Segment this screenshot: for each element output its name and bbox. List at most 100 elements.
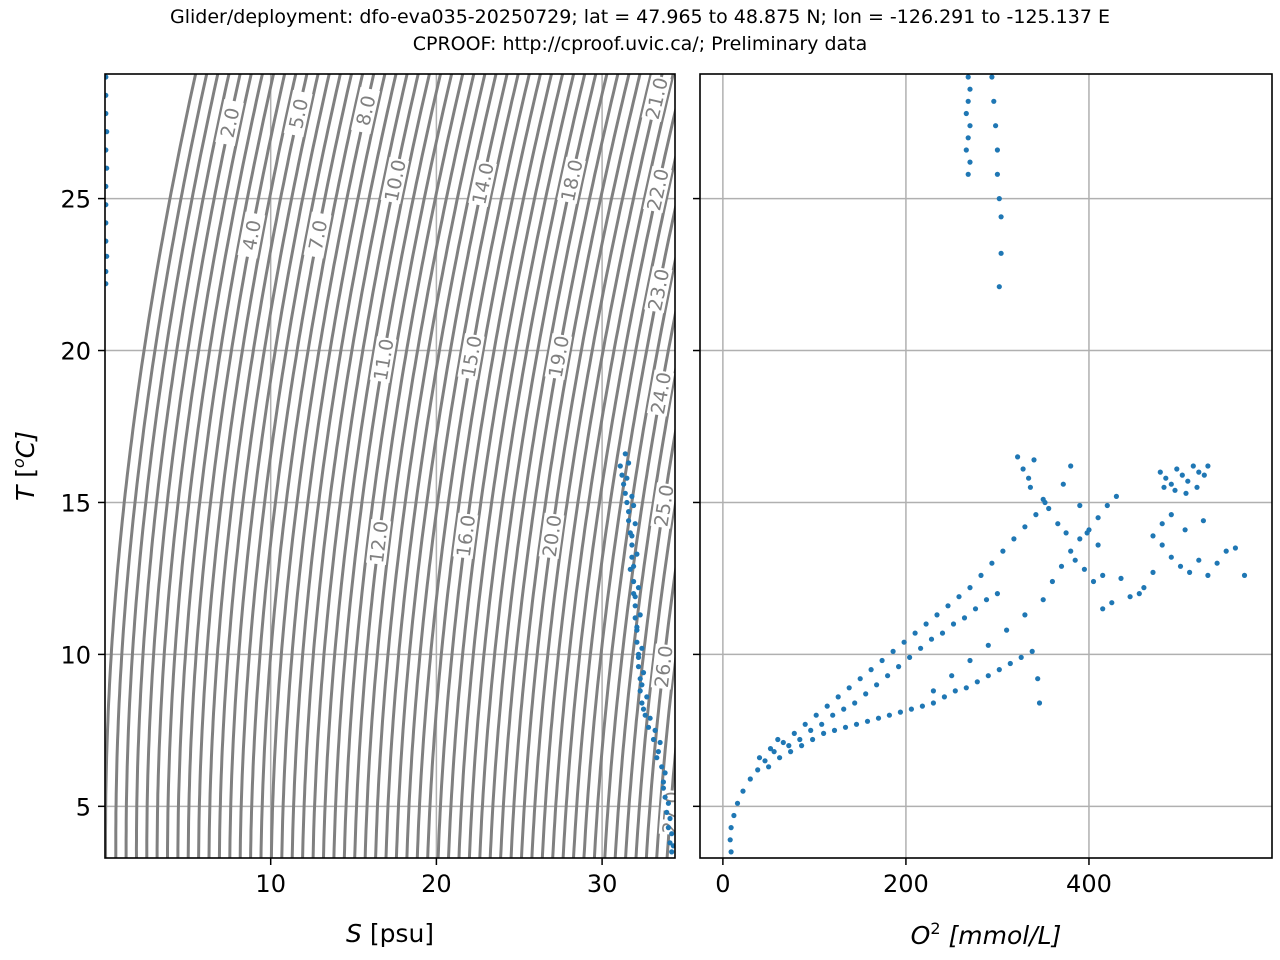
data-point [637,676,643,682]
data-point [1118,575,1124,582]
data-point [963,110,969,117]
data-point [1027,484,1033,490]
data-point [934,612,940,618]
contour-label: 18.0 [557,158,588,204]
data-point [985,673,991,679]
density-contour-line [457,74,576,858]
data-point [998,214,1004,220]
data-point [652,727,658,734]
data-point [1196,557,1202,563]
data-point [989,74,995,80]
data-point [786,743,792,749]
left-panel: 2.04.05.07.08.010.011.012.014.015.016.01… [9,73,678,948]
data-point [621,481,627,487]
data-point [1194,484,1200,490]
data-point [1163,475,1169,481]
data-point [967,159,973,165]
data-point [945,603,951,609]
data-point [1168,481,1174,487]
density-contour-line [105,74,198,858]
left-axes-frame [104,73,676,859]
density-contour-line [384,74,498,858]
density-contour-line [540,74,664,858]
data-point [930,688,937,694]
data-point [775,736,781,743]
contour-label-gap [641,74,672,123]
data-point [650,736,657,743]
data-point [1100,606,1106,612]
data-point [1187,569,1193,576]
right-x-axis-label: O2 [mmol/L] [911,919,1062,950]
density-contour-line [207,74,309,858]
density-contour-line [488,74,609,858]
density-contour-line [217,74,320,858]
data-point [622,451,628,457]
data-point [639,700,645,706]
contour-label-gap [380,156,410,205]
data-point [1029,648,1035,655]
data-point [635,664,642,670]
data-point [1100,572,1106,579]
data-point [974,679,980,685]
contour-label-gap [283,89,313,138]
data-point [657,739,663,746]
contour-label: 10.0 [381,158,411,204]
data-point [105,92,109,98]
data-point [777,755,783,761]
data-point [939,630,946,636]
data-point [734,800,741,806]
data-point [886,712,893,718]
data-point [629,533,635,539]
data-point [1004,627,1010,633]
data-point [1223,548,1229,554]
data-point [797,736,803,743]
data-point [728,849,734,855]
data-point [857,676,863,682]
data-point [662,770,668,776]
data-point [1201,472,1207,478]
contour-label-gap [369,336,397,383]
chart-title: Glider/deployment: dfo-eva035-20250729; … [170,6,1110,28]
data-point [105,253,110,259]
density-contour-line [322,74,431,858]
data-point [1011,536,1017,542]
data-point [1022,612,1028,618]
data-point [1040,496,1046,502]
data-point [1081,566,1087,572]
data-point [767,746,774,752]
data-point [863,691,869,697]
data-point [965,98,971,104]
data-point [728,825,734,831]
x-tick-label: 0 [715,870,730,898]
data-point [853,721,860,727]
data-point [1183,490,1189,496]
data-point [1205,572,1211,579]
data-point [1232,545,1238,551]
y-tick-label: 20 [60,338,91,366]
data-point [996,284,1002,290]
contour-label: 23.0 [644,267,674,313]
data-point [669,849,675,855]
data-point [1055,521,1061,527]
density-contour-line [530,74,653,858]
chart-subtitle: CPROOF: http://cproof.uvic.ca/; Prelimin… [412,33,868,55]
contour-label: 26.0 [651,644,678,689]
data-point [632,594,638,600]
left-x-ticks: 10 20 30 [255,858,617,898]
data-point [998,250,1004,256]
density-contour-line [124,74,220,858]
contour-label-gap [215,98,244,147]
data-point [1049,578,1055,585]
data-point [810,736,816,743]
density-contour-line [436,74,553,858]
data-point [821,730,827,737]
data-point [624,499,630,506]
data-point [967,657,973,664]
data-point [897,709,904,715]
data-point [634,624,640,630]
data-point [667,815,673,822]
data-point [994,171,1001,177]
data-point [788,749,794,755]
data-point [664,809,670,816]
data-point [639,682,645,688]
